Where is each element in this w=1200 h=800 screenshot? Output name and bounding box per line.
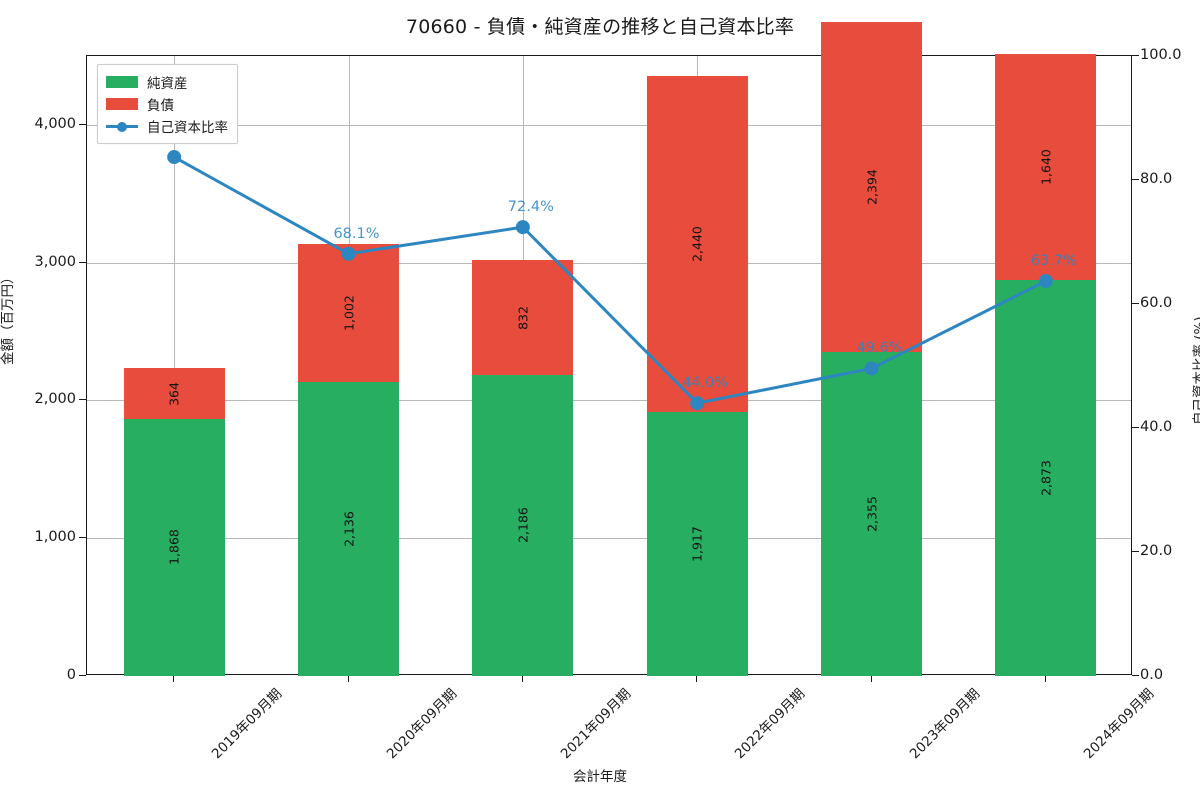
y-tick-mark-left: [79, 261, 86, 263]
x-axis-label: 会計年度: [573, 769, 627, 785]
chart-title: 70660 - 負債・純資産の推移と自己資本比率: [405, 16, 795, 38]
legend-label-liabilities: 負債: [147, 98, 174, 114]
bar-segment-net-assets[interactable]: [297, 381, 400, 676]
bar-value-label-liabilities: 1,002: [341, 294, 356, 331]
x-tick-label: 2022年09月期: [731, 685, 809, 763]
gridline-horizontal: [87, 538, 1131, 540]
bar-segment-net-assets[interactable]: [820, 351, 923, 676]
y-axis-label-left: 金額（百万円）: [0, 270, 16, 366]
x-tick-label: 2024年09月期: [1080, 685, 1158, 763]
bar-value-label-liabilities: 1,640: [1038, 149, 1054, 186]
equity-ratio-value-label: 68.1%: [333, 225, 380, 242]
bar-value-label-liabilities: 2,440: [689, 225, 705, 262]
equity-ratio-value-label: 44.0%: [682, 375, 729, 392]
y-tick-label-right: 100.0: [1140, 47, 1182, 63]
equity-ratio-value-label: 63.7%: [1030, 253, 1077, 270]
bar-value-label-net-assets: 1,868: [166, 529, 182, 566]
bar-value-label-liabilities: 364: [166, 381, 182, 406]
y-tick-mark-right: [1132, 551, 1139, 552]
bar-value-label-net-assets: 2,873: [1038, 460, 1054, 496]
y-tick-label-left: 0: [66, 667, 76, 683]
y-tick-label-right: 80.0: [1140, 171, 1173, 187]
bar-segment-net-assets[interactable]: [123, 418, 225, 676]
y-tick-label-right: 40.0: [1140, 419, 1173, 435]
y-axis-label-right: 自己資本比率 (%): [1192, 316, 1200, 425]
y-tick-label-left: 3,000: [34, 253, 76, 270]
y-tick-label-right: 0.0: [1140, 667, 1164, 683]
x-tick-mark: [1044, 675, 1046, 682]
ratio-line-series: [167, 150, 1053, 411]
plot-area: 1,868 364 2,136 1,002 2,186 832 1,917 2,440 2,35…: [86, 21, 1132, 676]
legend-item-liabilities[interactable]: 負債: [106, 93, 228, 115]
x-tick-mark: [521, 675, 523, 682]
bar-value-label-net-assets: 2,186: [515, 507, 531, 544]
y-tick-label-left: 4,000: [34, 115, 76, 132]
x-tick-label: 2021年09月期: [557, 685, 635, 763]
x-tick-label: 2019年09月期: [208, 685, 286, 763]
x-tick-label: 2020年09月期: [383, 685, 460, 763]
y-tick-mark-left: [79, 675, 86, 676]
y-tick-mark-left: [79, 537, 86, 539]
gridline-horizontal: [87, 400, 1131, 402]
bar-value-label-net-assets: 2,355: [864, 495, 879, 532]
y-tick-mark-right: [1132, 303, 1139, 304]
bar-segment-net-assets[interactable]: [472, 374, 574, 676]
equity-ratio-value-label: 49.6%: [856, 340, 903, 357]
y-tick-mark-right: [1132, 179, 1139, 180]
x-tick-mark: [696, 675, 698, 682]
y-tick-label-left: 1,000: [34, 529, 76, 546]
bar-value-label-liabilities: 832: [515, 305, 531, 330]
bar-value-label-liabilities: 2,394: [864, 168, 879, 205]
x-tick-mark: [173, 675, 175, 682]
y-tick-mark-left: [79, 399, 86, 401]
gridline-horizontal: [87, 124, 1131, 126]
x-tick-mark: [870, 675, 872, 682]
y-tick-label-right: 20.0: [1140, 543, 1173, 559]
x-tick-label: 2023年09月期: [906, 685, 983, 763]
y-tick-mark-right: [1132, 55, 1139, 56]
legend-item-equity-ratio[interactable]: 自己資本比率: [106, 115, 228, 137]
legend-swatch-net-assets: [106, 76, 138, 88]
chart-legend: 純資産 負債 自己資本比率: [97, 64, 238, 144]
legend-item-net-assets[interactable]: 純資産: [106, 71, 228, 93]
legend-swatch-liabilities: [106, 98, 138, 110]
legend-line-marker-equity-ratio: [106, 120, 138, 132]
y-tick-mark-right: [1132, 427, 1139, 428]
y-tick-mark-left: [79, 123, 86, 125]
y-tick-label-right: 60.0: [1140, 295, 1173, 311]
legend-label-equity-ratio: 自己資本比率: [147, 120, 228, 136]
gridline-horizontal: [87, 262, 1131, 264]
bar-value-label-net-assets: 2,136: [341, 510, 356, 547]
y-tick-mark-right: [1132, 675, 1139, 676]
bar-value-label-net-assets: 1,917: [689, 526, 705, 562]
x-tick-mark: [347, 675, 349, 682]
y-tick-label-left: 2,000: [34, 391, 76, 408]
bar-segment-net-assets[interactable]: [646, 411, 748, 676]
equity-ratio-value-label: 72.4%: [507, 199, 554, 216]
legend-label-net-assets: 純資産: [147, 76, 188, 92]
